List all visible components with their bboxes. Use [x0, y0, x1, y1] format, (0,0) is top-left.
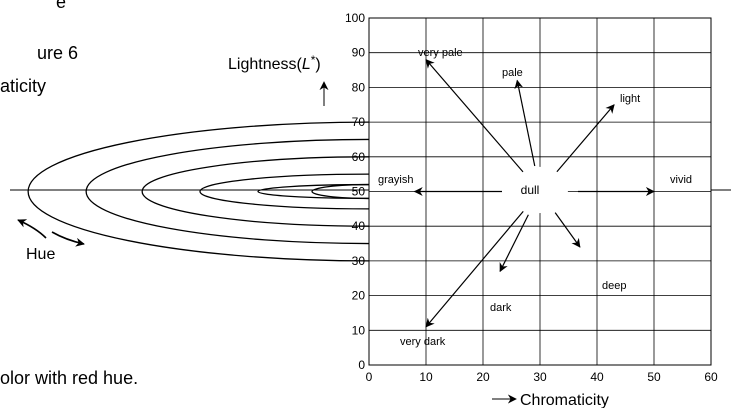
x-tick-label: 20	[476, 370, 490, 384]
hue-ellipses	[27, 121, 370, 262]
y-tick-label: 70	[352, 115, 366, 129]
tone-label-vivid: vivid	[670, 174, 692, 186]
fragment-line-2: ure 6	[37, 43, 79, 63]
tone-arrow	[425, 58, 524, 173]
y-tick-labels: 0 10 20 30 40 50 60 70 80 90 100	[345, 11, 365, 372]
tone-arrow	[499, 214, 529, 273]
center-halo	[492, 166, 568, 214]
y-tick-label: 60	[352, 150, 366, 164]
hue-arrow-left	[17, 219, 47, 239]
y-tick-label: 40	[352, 219, 366, 233]
y-tick-label: 50	[352, 185, 366, 199]
tone-label-deep: deep	[602, 280, 626, 292]
x-axis-title: Chromaticity	[520, 392, 609, 408]
tone-label-dark: dark	[490, 302, 512, 314]
tone-arrow	[554, 212, 581, 248]
tone-label-grayish: grayish	[378, 174, 413, 186]
x-tick-label: 0	[366, 370, 373, 384]
y-axis-title: Lightness(L*)	[228, 53, 321, 73]
hue-ellipse	[311, 183, 370, 200]
hue-ellipse	[257, 183, 370, 200]
tone-arrows	[413, 58, 655, 328]
tone-arrow	[556, 104, 615, 173]
hue-arrow-right	[51, 231, 85, 247]
x-tick-label: 30	[533, 370, 547, 384]
x-tick-label: 10	[419, 370, 433, 384]
center-label: dull	[521, 183, 540, 197]
tone-arrow	[425, 210, 524, 328]
tone-label-very-pale: very pale	[418, 47, 463, 59]
fragment-line-4: olor with red hue.	[0, 368, 139, 388]
x-tick-labels: 0 10 20 30 40 50 60	[366, 370, 718, 384]
x-tick-label: 40	[590, 370, 604, 384]
tone-arrow	[514, 79, 536, 167]
fragment-line-3: aticity	[0, 76, 47, 96]
plot-frame	[368, 17, 712, 366]
y-tick-label: 90	[352, 46, 366, 60]
hue-ellipse	[85, 138, 370, 245]
tone-label-pale: pale	[502, 67, 523, 79]
hue-label: Hue	[26, 246, 55, 263]
tone-label-very-dark: very dark	[400, 336, 446, 348]
y-tick-label: 0	[358, 358, 365, 372]
y-tick-label: 100	[345, 11, 365, 25]
hue-ellipse	[27, 121, 370, 262]
x-tick-label: 60	[704, 370, 718, 384]
x-tick-label: 50	[647, 370, 661, 384]
y-tick-label: 80	[352, 80, 366, 94]
y-tick-label: 20	[352, 289, 366, 303]
y-tick-label: 10	[352, 323, 366, 337]
tone-label-light: light	[620, 93, 640, 105]
y-tick-label: 30	[352, 254, 366, 268]
fragment-line-1: e	[56, 0, 67, 12]
hue-ellipse	[141, 156, 370, 227]
hue-ellipse	[199, 173, 370, 210]
